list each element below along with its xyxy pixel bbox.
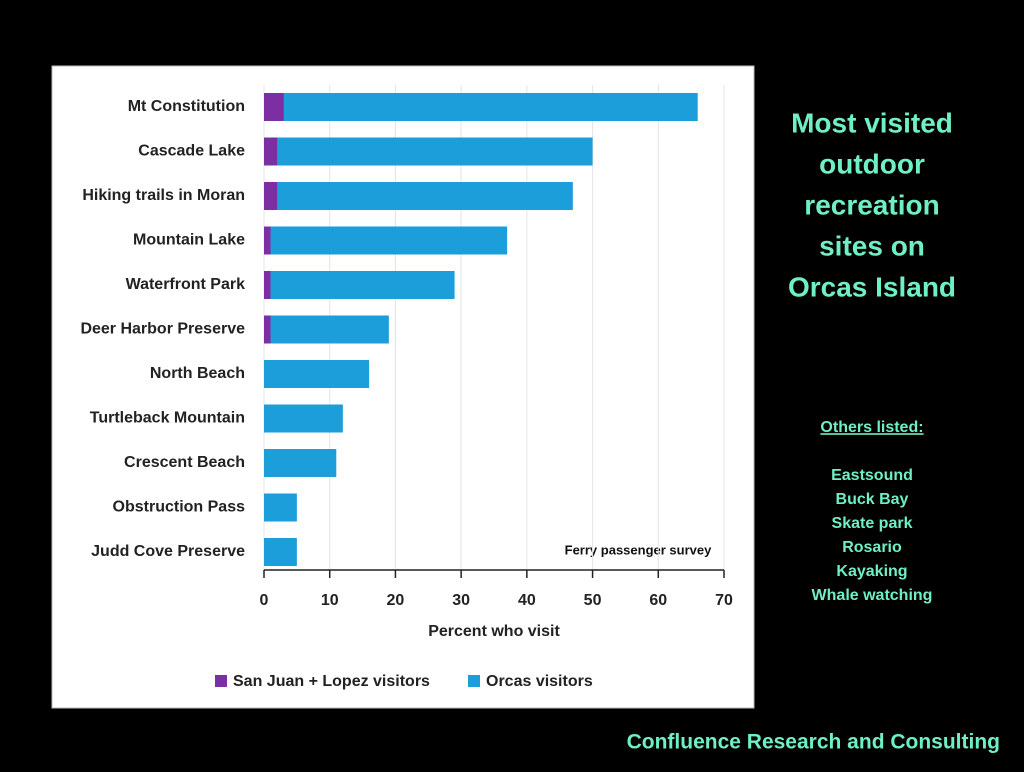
legend-label: San Juan + Lopez visitors — [233, 673, 430, 690]
bar — [264, 538, 297, 566]
x-tick-label: 30 — [452, 592, 470, 609]
y-tick-label: Crescent Beach — [124, 454, 245, 471]
others-item: Kayaking — [836, 563, 907, 580]
bar — [264, 137, 593, 166]
bar — [264, 226, 271, 255]
y-tick-label: Obstruction Pass — [113, 499, 246, 516]
x-tick-label: 70 — [715, 592, 733, 609]
y-tick-label: Mt Constitution — [128, 98, 245, 115]
x-tick-label: 20 — [387, 592, 405, 609]
others-heading: Others listed: — [820, 419, 923, 436]
chart-panel — [51, 65, 755, 709]
annotation: Ferry passenger survey — [565, 542, 712, 557]
y-tick-label: Turtleback Mountain — [90, 410, 245, 427]
y-tick-label: Deer Harbor Preserve — [80, 321, 245, 338]
others-item: Eastsound — [831, 467, 913, 484]
bar — [264, 360, 370, 388]
bar — [264, 315, 271, 344]
y-tick-label: Judd Cove Preserve — [91, 543, 245, 560]
y-tick-label: Hiking trails in Moran — [82, 187, 245, 204]
x-tick-label: 50 — [584, 592, 602, 609]
slide-title-line: Orcas Island — [788, 271, 956, 302]
bar — [264, 271, 455, 299]
y-tick-label: Cascade Lake — [138, 143, 245, 160]
others-item: Whale watching — [812, 587, 933, 604]
y-tick-label: North Beach — [150, 365, 245, 382]
bar — [264, 404, 343, 433]
footer: Confluence Research and Consulting — [627, 731, 1000, 754]
bar — [264, 182, 278, 210]
y-tick-label: Mountain Lake — [133, 232, 245, 249]
others-item: Skate park — [832, 515, 913, 532]
legend-label: Orcas visitors — [486, 673, 593, 690]
others-item: Buck Bay — [836, 491, 909, 508]
slide-title-line: recreation — [804, 189, 939, 220]
bar — [264, 93, 284, 121]
x-tick-label: 10 — [321, 592, 339, 609]
bar — [264, 315, 389, 344]
legend-swatch — [468, 675, 480, 687]
slide-title-line: sites on — [819, 230, 925, 261]
others-item: Rosario — [842, 539, 902, 556]
bar — [264, 493, 297, 522]
bar — [264, 271, 271, 299]
y-tick-label: Waterfront Park — [126, 276, 246, 293]
bar — [264, 226, 508, 255]
legend-swatch — [215, 675, 227, 687]
x-tick-label: 40 — [518, 592, 536, 609]
x-tick-label: 0 — [260, 592, 269, 609]
bar — [264, 449, 337, 477]
slide-title-line: Most visited — [791, 107, 953, 138]
slide-title-line: outdoor — [819, 148, 925, 179]
bar — [264, 93, 698, 121]
x-axis-title: Percent who visit — [428, 623, 560, 640]
bar — [264, 182, 573, 210]
x-tick-label: 60 — [649, 592, 667, 609]
bar — [264, 137, 278, 166]
